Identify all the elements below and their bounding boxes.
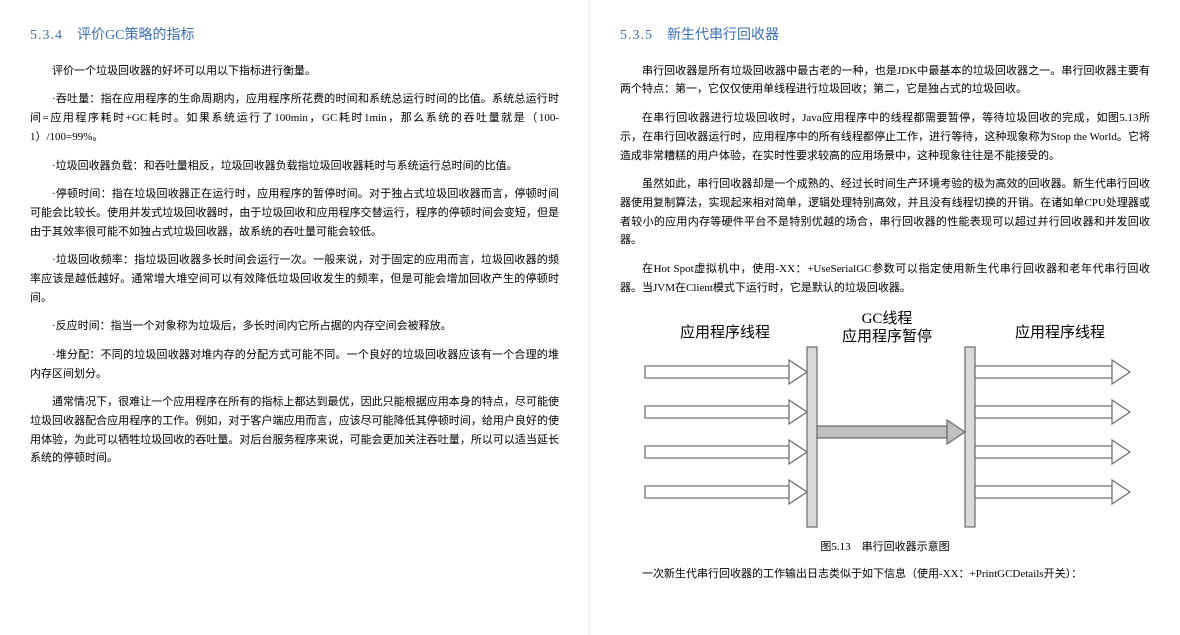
- paragraph: 串行回收器是所有垃圾回收器中最古老的一种，也是JDK中最基本的垃圾回收器之一。串…: [620, 62, 1150, 99]
- app-thread-arrows-right: [975, 360, 1130, 504]
- diagram-label-mid-bottom: 应用程序暂停: [842, 327, 932, 345]
- gc-thread-arrow: [817, 420, 965, 444]
- diagram-label-mid-top: GC线程: [862, 310, 913, 327]
- paragraph: ·吞吐量：指在应用程序的生命周期内，应用程序所花费的时间和系统总运行时间的比值。…: [30, 90, 559, 146]
- left-page: 5.3.4 评价GC策略的指标 评价一个垃圾回收器的好坏可以用以下指标进行衡量。…: [0, 0, 590, 635]
- paragraph: ·反应时间：指当一个对象称为垃圾后，多长时间内它所占据的内存空间会被释放。: [30, 317, 559, 336]
- serial-gc-diagram: 应用程序线程 GC线程 应用程序暂停 应用程序线程: [635, 307, 1135, 532]
- section-heading-535: 5.3.5 新生代串行回收器: [620, 24, 1150, 48]
- diagram-label-left: 应用程序线程: [680, 323, 770, 341]
- app-thread-arrows-left: [645, 360, 807, 504]
- section-heading-534: 5.3.4 评价GC策略的指标: [30, 24, 559, 48]
- paragraph: ·停顿时间：指在垃圾回收器正在运行时，应用程序的暂停时间。对于独占式垃圾回收器而…: [30, 185, 559, 241]
- heading-number: 5.3.5: [620, 28, 653, 43]
- paragraph: ·垃圾回收频率：指垃圾回收器多长时间会运行一次。一般来说，对于固定的应用而言，垃…: [30, 251, 559, 307]
- figure-caption: 图5.13 串行回收器示意图: [620, 538, 1150, 557]
- paragraph: ·垃圾回收器负载：和吞吐量相反，垃圾回收器负载指垃圾回收器耗时与系统运行总时间的…: [30, 157, 559, 176]
- paragraph: 评价一个垃圾回收器的好坏可以用以下指标进行衡量。: [30, 62, 559, 81]
- diagram-label-right: 应用程序线程: [1015, 323, 1105, 341]
- figure-513: 应用程序线程 GC线程 应用程序暂停 应用程序线程: [620, 307, 1150, 557]
- paragraph: 虽然如此，串行回收器却是一个成熟的、经过长时间生产环境考验的极为高效的回收器。新…: [620, 175, 1150, 250]
- heading-text: 新生代串行回收器: [667, 28, 779, 43]
- heading-number: 5.3.4: [30, 28, 63, 43]
- paragraph: 一次新生代串行回收器的工作输出日志类似于如下信息（使用-XX：+PrintGCD…: [620, 565, 1150, 584]
- paragraph: 通常情况下，很难让一个应用程序在所有的指标上都达到最优，因此只能根据应用本身的特…: [30, 393, 559, 468]
- heading-text: 评价GC策略的指标: [77, 28, 194, 43]
- paragraph: 在串行回收器进行垃圾回收时，Java应用程序中的线程都需要暂停，等待垃圾回收的完…: [620, 109, 1150, 165]
- paragraph: 在Hot Spot虚拟机中，使用-XX：+UseSerialGC参数可以指定使用…: [620, 260, 1150, 297]
- right-page: 5.3.5 新生代串行回收器 串行回收器是所有垃圾回收器中最古老的一种，也是JD…: [590, 0, 1180, 635]
- paragraph: ·堆分配：不同的垃圾回收器对堆内存的分配方式可能不同。一个良好的垃圾回收器应该有…: [30, 346, 559, 383]
